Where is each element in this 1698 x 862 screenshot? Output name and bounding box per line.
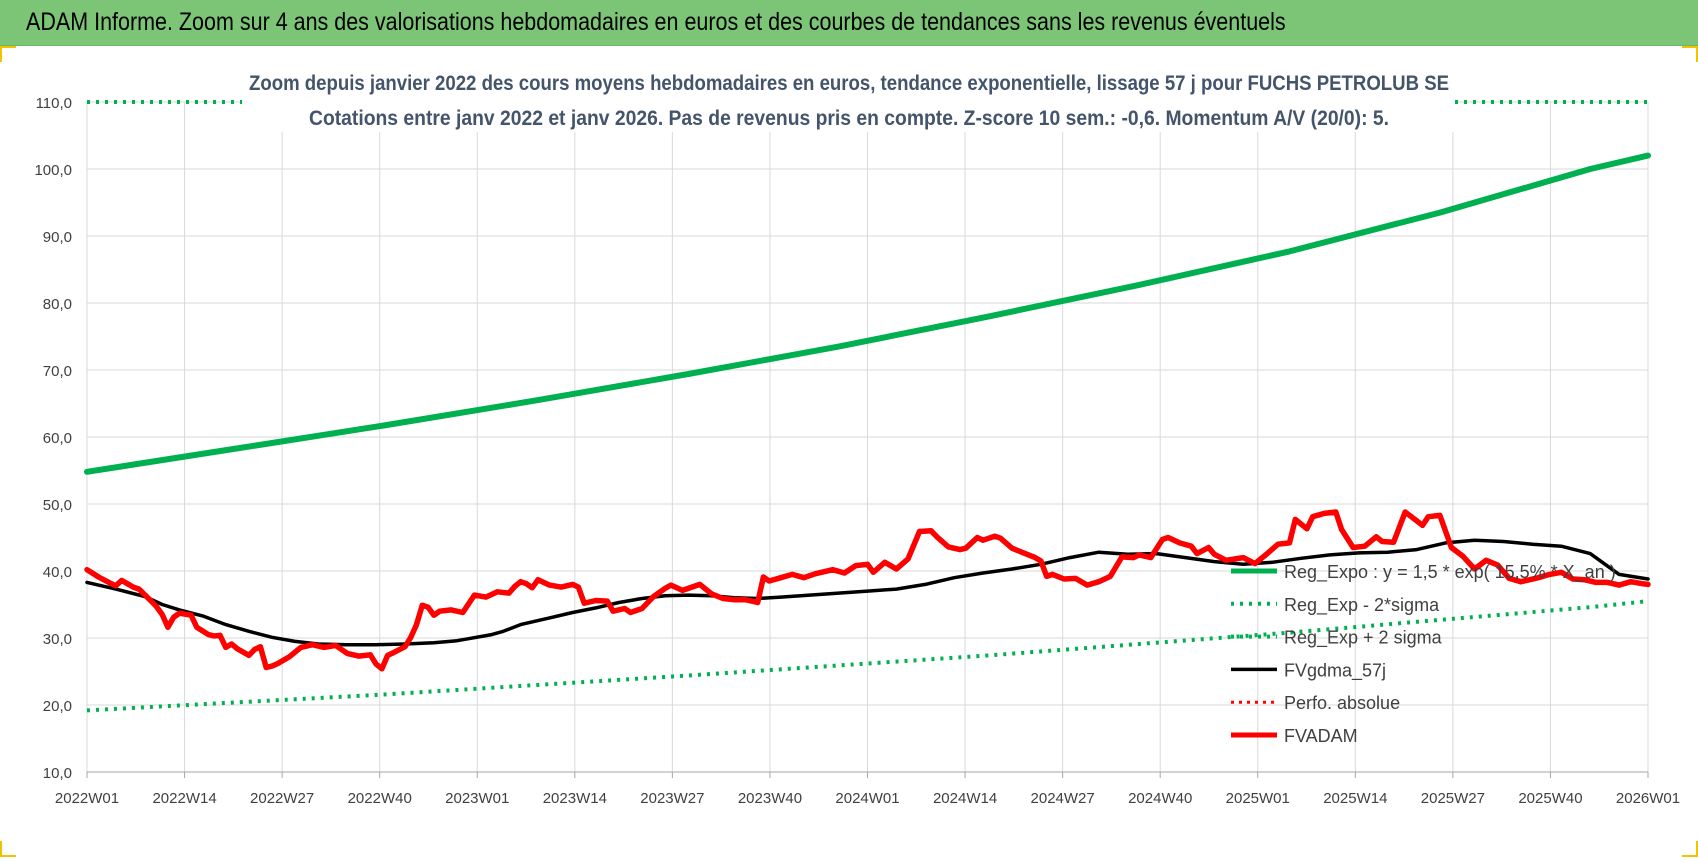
x-tick-label: 2025W40 (1518, 790, 1582, 807)
x-tick-label: 2023W01 (445, 790, 509, 807)
y-tick-label: 80,0 (43, 296, 72, 313)
corner-mark (1682, 841, 1698, 857)
page-title: ADAM Informe. Zoom sur 4 ans des valoris… (26, 8, 1286, 36)
y-tick-label: 10,0 (43, 765, 72, 782)
x-tick-label: 2023W14 (543, 790, 607, 807)
y-tick-label: 60,0 (43, 430, 72, 447)
series-line-reg-expo (84, 152, 1651, 475)
legend-label-reg-exp-plus-2sigma: Reg_Exp + 2 sigma (1284, 628, 1443, 649)
y-axis: 10,0 20,0 30,0 40,0 50,0 60,0 70,0 80,0 90,0 100,… (34, 95, 72, 782)
y-tick-label: 90,0 (43, 229, 72, 246)
x-tick-label: 2022W14 (152, 790, 216, 807)
y-tick-label: 30,0 (43, 631, 72, 648)
legend: Reg_Expo : y = 1,5 * exp( 15,5% * X_an )… (1231, 562, 1616, 746)
x-axis: 2022W01 2022W14 2022W27 2022W40 2023W01 2023W… (55, 771, 1680, 807)
x-tick-label: 2023W27 (640, 790, 704, 807)
chart-title: Zoom depuis janvier 2022 des cours moyen… (249, 72, 1449, 95)
corner-mark (1682, 46, 1698, 62)
header-banner: ADAM Informe. Zoom sur 4 ans des valoris… (0, 0, 1698, 46)
x-tick-label: 2024W40 (1128, 790, 1192, 807)
x-tick-label: 2024W14 (933, 790, 997, 807)
y-tick-label: 20,0 (43, 698, 72, 715)
x-tick-label: 2024W01 (835, 790, 899, 807)
x-tick-label: 2025W27 (1421, 790, 1485, 807)
title-background (242, 62, 1455, 132)
y-tick-label: 100,0 (34, 162, 72, 179)
series-lines (84, 100, 1651, 713)
legend-label-perfo-absolue: Perfo. absolue (1284, 693, 1400, 713)
y-tick-label: 40,0 (43, 564, 72, 581)
y-tick-label: 110,0 (36, 95, 72, 112)
series-line-fvadam (84, 509, 1651, 672)
legend-label-reg-exp-minus-2sigma: Reg_Exp - 2*sigma (1284, 595, 1440, 616)
corner-mark (0, 46, 16, 62)
x-tick-label: 2025W01 (1226, 790, 1290, 807)
x-tick-label: 2022W40 (348, 790, 412, 807)
chart-titles: Zoom depuis janvier 2022 des cours moyen… (242, 62, 1455, 132)
x-tick-label: 2022W01 (55, 790, 119, 807)
legend-label-fvadam: FVADAM (1284, 726, 1358, 746)
y-tick-label: 70,0 (43, 363, 72, 380)
legend-label-reg-expo: Reg_Expo : y = 1,5 * exp( 15,5% * X_an ) (1284, 562, 1616, 583)
chart-subtitle: Cotations entre janv 2022 et janv 2026. … (309, 107, 1389, 130)
y-tick-label: 50,0 (43, 497, 72, 514)
corner-mark (0, 841, 16, 857)
chart: 10,0 20,0 30,0 40,0 50,0 60,0 70,0 80,0 90,0 100,… (34, 62, 1680, 807)
legend-label-fvgdma-57j: FVgdma_57j (1284, 660, 1386, 681)
x-tick-label: 2024W27 (1031, 790, 1095, 807)
x-tick-label: 2023W40 (738, 790, 802, 807)
x-tick-label: 2022W27 (250, 790, 314, 807)
x-tick-label: 2025W14 (1323, 790, 1387, 807)
x-tick-label: 2026W01 (1616, 790, 1680, 807)
chart-frame: 10,0 20,0 30,0 40,0 50,0 60,0 70,0 80,0 90,0 100,… (0, 46, 1698, 857)
